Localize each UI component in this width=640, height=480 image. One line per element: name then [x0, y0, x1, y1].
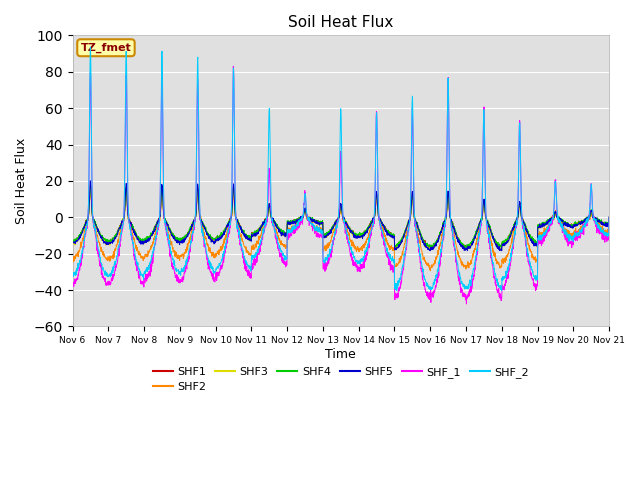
- Line: SHF2: SHF2: [72, 189, 609, 271]
- SHF5: [218, 234, 226, 240]
- SHF3: [86, 181, 94, 187]
- SHF_1: [558, 225, 566, 231]
- SHF4: [368, 218, 376, 224]
- SHF4: [356, 230, 364, 236]
- SHF4: [605, 215, 613, 220]
- SHF2: [368, 223, 376, 229]
- SHF4: [68, 238, 76, 243]
- SHF3: [605, 215, 613, 220]
- SHF2: [86, 186, 94, 192]
- Y-axis label: Soil Heat Flux: Soil Heat Flux: [15, 138, 28, 224]
- SHF_2: [573, 232, 581, 238]
- SHF4: [558, 216, 566, 222]
- SHF5: [368, 220, 376, 226]
- SHF3: [461, 247, 469, 253]
- Line: SHF5: SHF5: [72, 181, 609, 251]
- SHF2: [497, 264, 505, 270]
- SHF3: [356, 235, 364, 240]
- SHF5: [558, 217, 566, 223]
- SHF_1: [605, 215, 613, 220]
- SHF1: [87, 182, 95, 188]
- SHF_2: [498, 288, 506, 293]
- SHF3: [368, 219, 376, 225]
- SHF_2: [605, 215, 613, 220]
- SHF1: [497, 243, 505, 249]
- SHF_2: [497, 283, 504, 289]
- Line: SHF4: SHF4: [72, 181, 609, 248]
- SHF1: [391, 246, 399, 252]
- SHF4: [573, 221, 581, 227]
- SHF5: [68, 241, 76, 247]
- SHF1: [356, 232, 364, 238]
- SHF2: [356, 245, 364, 251]
- SHF3: [497, 246, 505, 252]
- SHF5: [426, 248, 434, 253]
- SHF_1: [68, 283, 76, 288]
- SHF5: [497, 246, 505, 252]
- Line: SHF_2: SHF_2: [72, 47, 609, 290]
- SHF1: [573, 222, 581, 228]
- SHF_1: [218, 264, 226, 270]
- Title: Soil Heat Flux: Soil Heat Flux: [288, 15, 394, 30]
- SHF_1: [463, 301, 470, 307]
- SHF4: [218, 231, 226, 237]
- SHF_1: [368, 226, 376, 232]
- X-axis label: Time: Time: [325, 348, 356, 361]
- SHF5: [86, 178, 94, 184]
- SHF_2: [558, 221, 566, 227]
- SHF1: [368, 217, 376, 223]
- SHF5: [356, 234, 364, 240]
- SHF4: [461, 245, 468, 251]
- Line: SHF1: SHF1: [72, 185, 609, 249]
- SHF3: [558, 219, 566, 225]
- Line: SHF_1: SHF_1: [72, 66, 609, 304]
- SHF_1: [356, 261, 364, 266]
- SHF1: [605, 215, 613, 220]
- Text: TZ_fmet: TZ_fmet: [81, 43, 131, 53]
- SHF_1: [497, 298, 505, 303]
- SHF2: [68, 256, 76, 262]
- SHF3: [573, 221, 581, 227]
- Line: SHF3: SHF3: [72, 184, 609, 250]
- SHF_2: [356, 261, 364, 266]
- SHF2: [426, 268, 434, 274]
- SHF4: [497, 242, 505, 248]
- Legend: SHF1, SHF2, SHF3, SHF4, SHF5, SHF_1, SHF_2: SHF1, SHF2, SHF3, SHF4, SHF5, SHF_1, SHF…: [148, 362, 533, 396]
- SHF5: [605, 215, 613, 220]
- SHF5: [573, 222, 581, 228]
- SHF3: [68, 241, 76, 247]
- SHF2: [558, 222, 566, 228]
- SHF1: [558, 218, 566, 224]
- SHF_2: [218, 254, 226, 260]
- SHF_2: [368, 225, 376, 230]
- SHF2: [573, 230, 581, 236]
- SHF4: [86, 179, 94, 184]
- SHF_2: [68, 274, 76, 279]
- SHF_1: [573, 235, 581, 240]
- SHF2: [218, 241, 226, 247]
- SHF_2: [86, 44, 94, 50]
- SHF1: [68, 240, 76, 245]
- SHF_1: [230, 63, 237, 69]
- SHF1: [218, 231, 226, 237]
- SHF3: [218, 232, 226, 238]
- SHF2: [605, 215, 613, 220]
